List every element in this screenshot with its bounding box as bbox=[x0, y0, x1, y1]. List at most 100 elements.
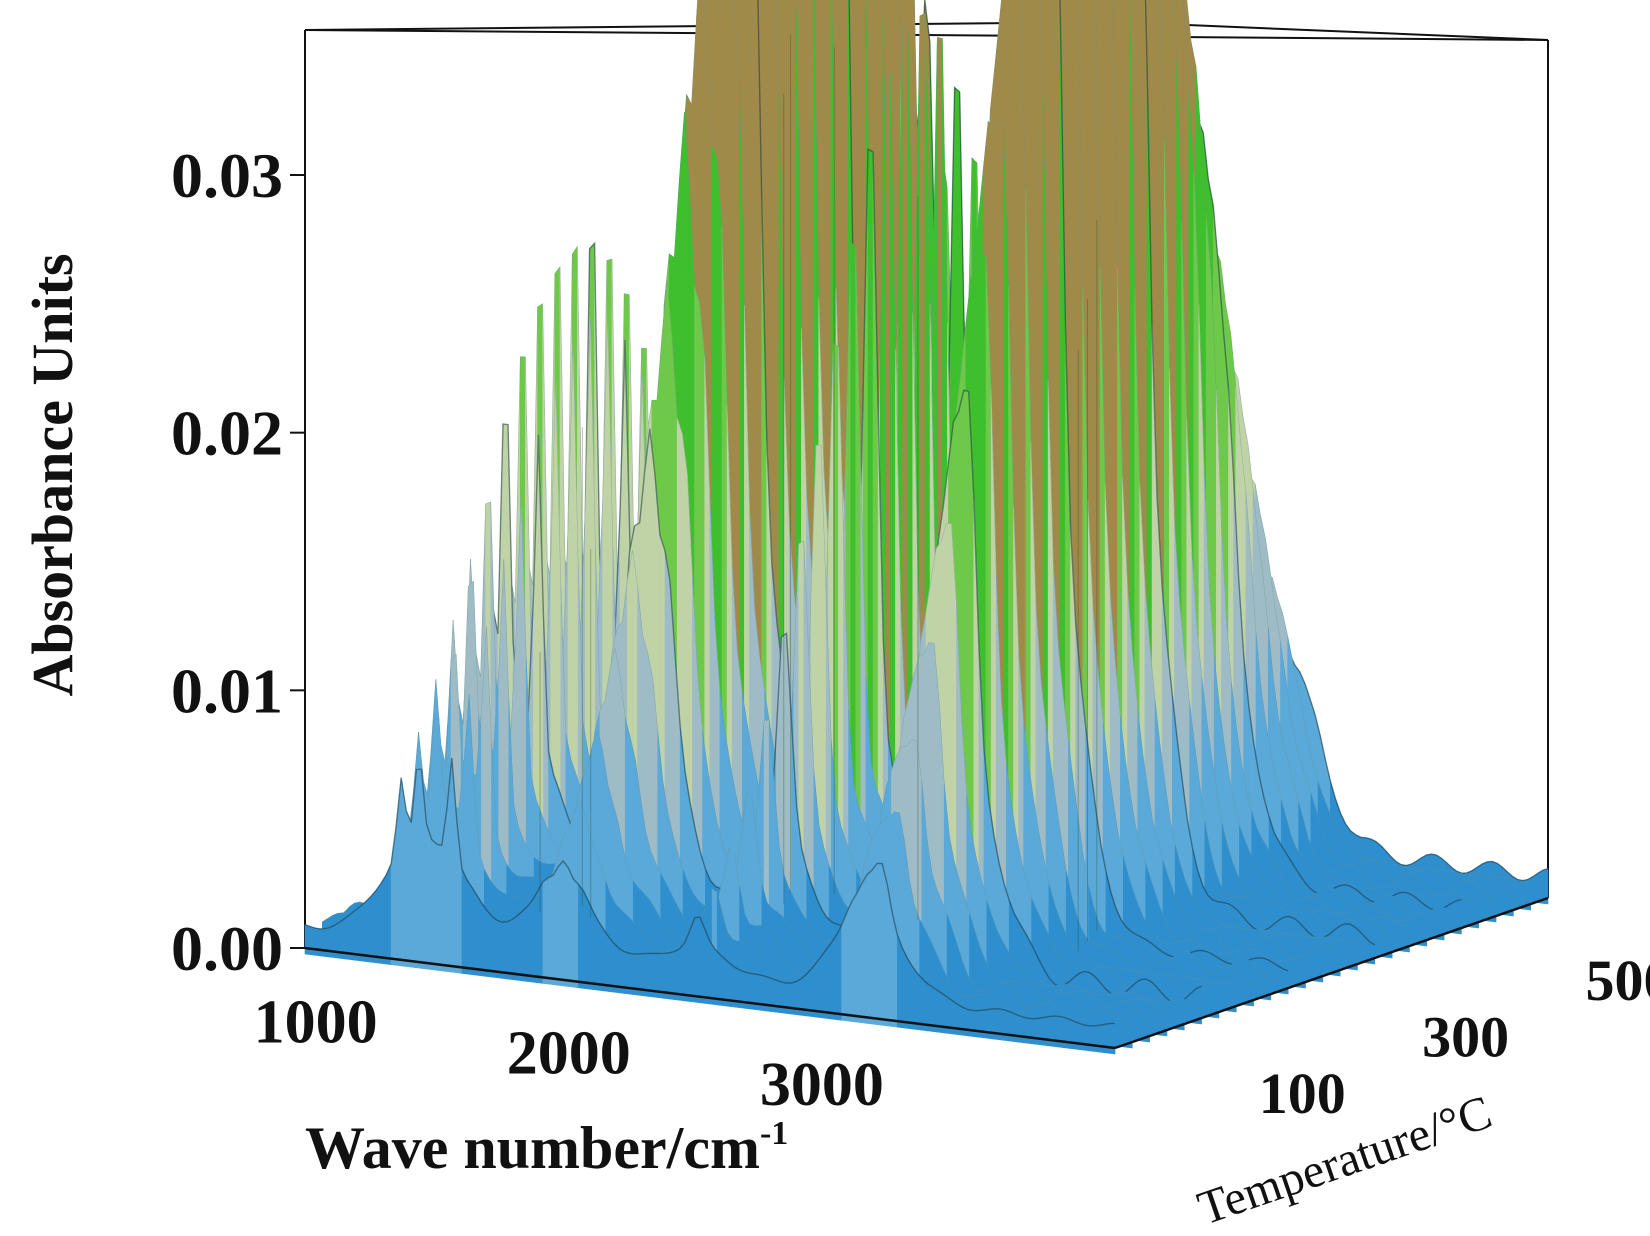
surface-strip bbox=[866, 869, 873, 1025]
surface-strip bbox=[1033, 1017, 1040, 1045]
surface-strip bbox=[1411, 915, 1417, 946]
surface-strip bbox=[1515, 879, 1521, 910]
z-tick-label: 0.01 bbox=[171, 655, 283, 726]
surface-strip bbox=[1003, 1009, 1009, 1042]
surface-strip bbox=[431, 838, 437, 971]
surface-strip bbox=[1018, 1015, 1025, 1044]
surface-strip bbox=[983, 1009, 989, 1039]
surface-strip bbox=[562, 860, 569, 987]
surface-strip bbox=[988, 1008, 994, 1040]
surface-strip bbox=[714, 948, 721, 1006]
surface-strip bbox=[1064, 1017, 1070, 1049]
surface-strip bbox=[1290, 957, 1296, 988]
surface-strip bbox=[1433, 903, 1440, 940]
y-tick-label: 300 bbox=[1422, 1005, 1509, 1070]
z-tick-label: 0.00 bbox=[171, 913, 283, 984]
surface-strip bbox=[679, 941, 685, 1002]
surface-strip bbox=[1079, 1023, 1085, 1051]
surface-strip bbox=[1445, 902, 1452, 934]
surface-strip bbox=[497, 920, 503, 979]
surface-strip bbox=[897, 934, 903, 1029]
surface-strip bbox=[583, 890, 589, 990]
surface-strip bbox=[962, 1007, 969, 1037]
surface-strip bbox=[785, 982, 792, 1015]
surface-strip bbox=[699, 917, 706, 1004]
surface-strip bbox=[370, 889, 377, 964]
surface-strip bbox=[502, 921, 508, 980]
surface-strip bbox=[304, 924, 311, 955]
surface-strip bbox=[978, 1009, 984, 1039]
surface-strip bbox=[1038, 1017, 1045, 1046]
surface-strip bbox=[998, 1008, 1004, 1041]
surface-strip bbox=[1463, 896, 1469, 928]
surface-strip bbox=[436, 843, 442, 972]
surface-strip bbox=[324, 926, 331, 958]
surface-strip bbox=[507, 918, 513, 980]
surface-strip bbox=[385, 863, 392, 965]
surface-strip bbox=[608, 936, 615, 993]
surface-strip bbox=[1104, 1023, 1111, 1054]
surface-strip bbox=[881, 863, 888, 1027]
surface-strip bbox=[709, 940, 716, 1005]
surface-strip bbox=[1203, 986, 1210, 1018]
surface-strip bbox=[1450, 900, 1457, 934]
surface-strip bbox=[1084, 1024, 1090, 1052]
surface-strip bbox=[1376, 924, 1383, 958]
surface-strip bbox=[1043, 1016, 1050, 1047]
surface-strip bbox=[1028, 1018, 1035, 1045]
surface-strip bbox=[780, 981, 787, 1014]
surface-strip bbox=[471, 886, 478, 976]
surface-strip bbox=[405, 810, 412, 968]
surface-strip bbox=[476, 894, 483, 977]
surface-strip bbox=[486, 910, 493, 978]
y-tick-label: 100 bbox=[1259, 1061, 1346, 1126]
surface-strip bbox=[1537, 869, 1544, 904]
z-axis-title: Absorbance Units bbox=[20, 253, 85, 696]
y-tick-label: 500 bbox=[1585, 948, 1650, 1013]
surface-strip bbox=[416, 768, 422, 969]
surface-strip bbox=[1312, 945, 1319, 982]
surface-strip bbox=[1089, 1025, 1096, 1052]
surface-strip bbox=[810, 961, 817, 1018]
surface-strip bbox=[957, 1004, 964, 1036]
z-tick-label: 0.02 bbox=[171, 398, 283, 469]
surface-strip bbox=[1151, 1003, 1158, 1036]
surface-strip bbox=[816, 955, 822, 1019]
surface-strip bbox=[309, 926, 316, 956]
surface-strip bbox=[902, 948, 908, 1029]
surface-strip bbox=[1238, 972, 1244, 1006]
surface-strip bbox=[1329, 941, 1336, 976]
surface-strip bbox=[841, 912, 847, 1022]
surface-strip bbox=[517, 910, 523, 982]
surface-strip bbox=[512, 914, 518, 981]
surface-strip bbox=[993, 1008, 999, 1040]
x-axis-title-exponent: -1 bbox=[760, 1115, 788, 1152]
surface-strip bbox=[375, 882, 382, 964]
surface-strip bbox=[1059, 1016, 1065, 1049]
x-axis-title: Wave number/cm-1 bbox=[305, 1115, 788, 1181]
surface-strip bbox=[1532, 872, 1539, 904]
surface-strip bbox=[851, 892, 858, 1023]
surface-strip bbox=[967, 1009, 974, 1037]
surface-strip bbox=[557, 860, 564, 987]
surface-strip bbox=[861, 873, 868, 1024]
surface-strip bbox=[1272, 962, 1279, 994]
surface-strip bbox=[1048, 1015, 1055, 1047]
surface-strip bbox=[694, 916, 701, 1004]
surface-strip bbox=[461, 868, 468, 975]
surface-strip bbox=[972, 1010, 979, 1038]
surface-strip bbox=[522, 905, 529, 982]
surface-strip bbox=[426, 823, 432, 970]
surface-strip bbox=[907, 957, 913, 1030]
surface-strip bbox=[1023, 1016, 1030, 1044]
surface-strip bbox=[1008, 1010, 1015, 1042]
surface-strip bbox=[1069, 1018, 1075, 1050]
surface-strip bbox=[598, 920, 604, 992]
surface-strip bbox=[542, 877, 549, 985]
z-tick-label: 0.03 bbox=[171, 140, 283, 211]
x-tick-label: 1000 bbox=[254, 988, 378, 1056]
x-tick-label: 3000 bbox=[760, 1051, 884, 1119]
surface-strip bbox=[826, 941, 832, 1020]
surface-strip bbox=[1116, 1015, 1123, 1048]
